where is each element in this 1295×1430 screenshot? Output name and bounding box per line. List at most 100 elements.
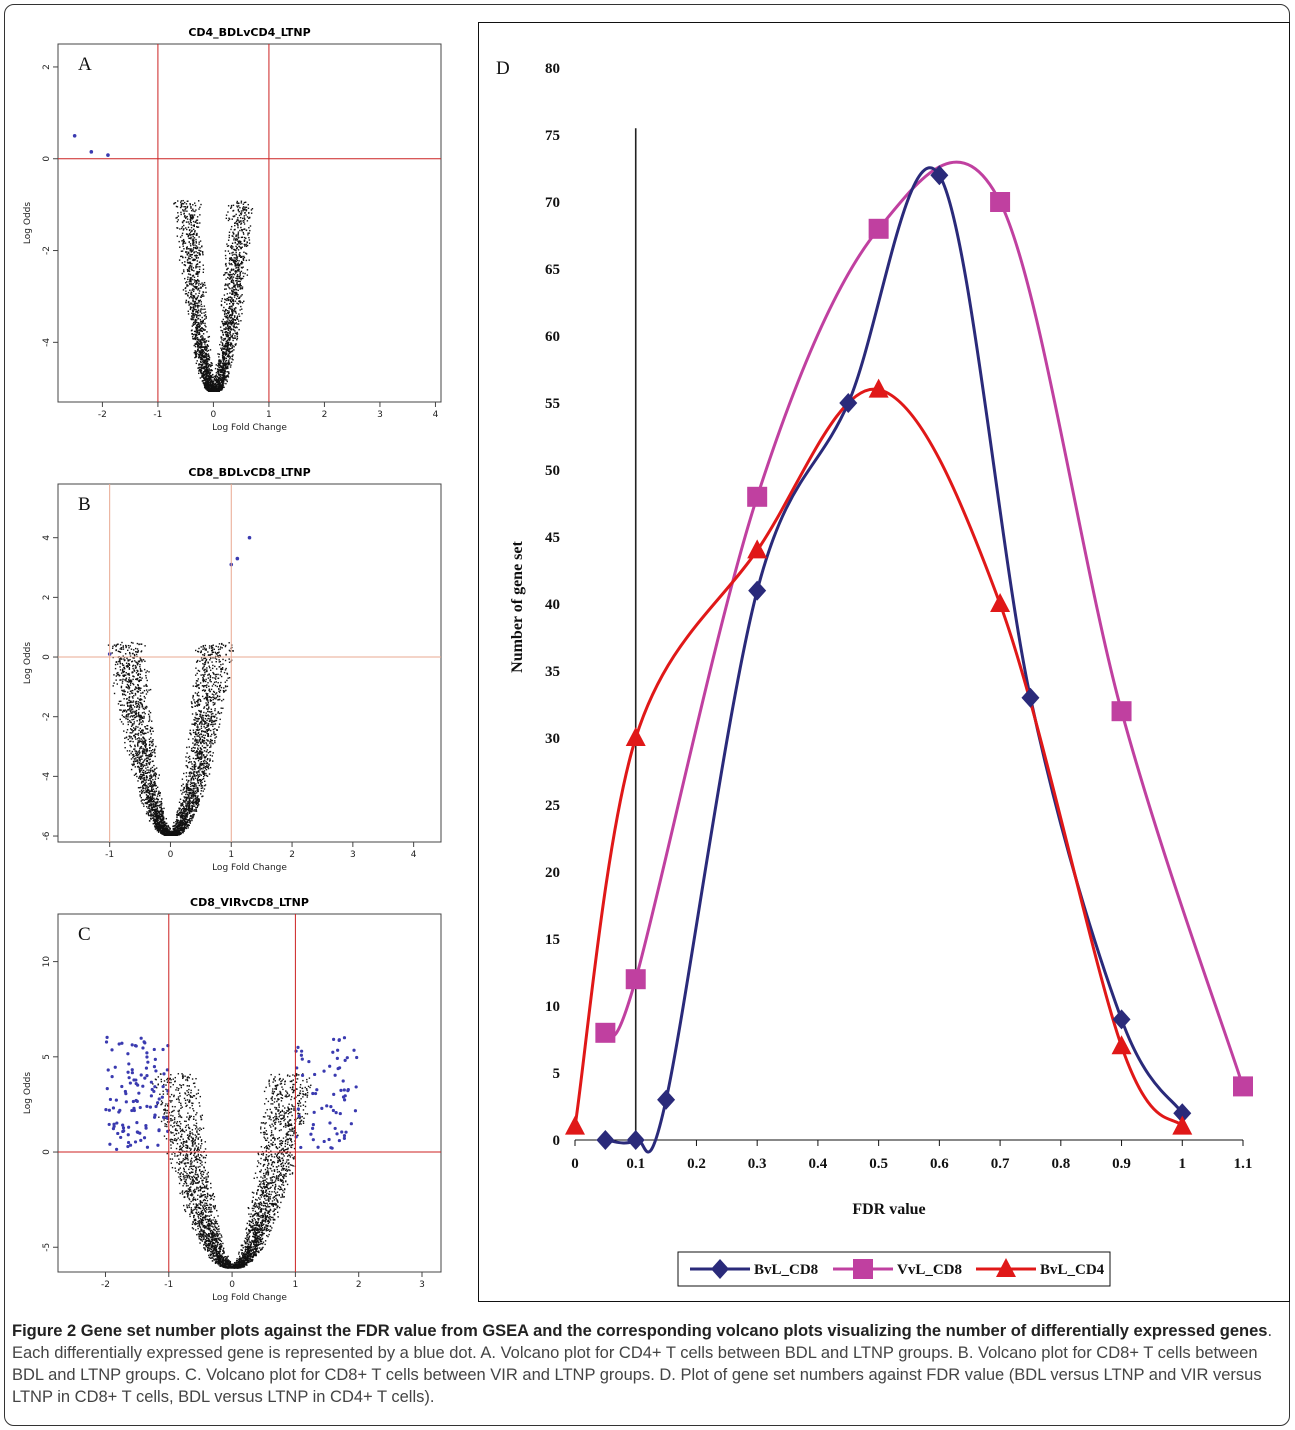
- volcano-points: [104, 1035, 359, 1269]
- chart-legend: BvL_CD8 VvL_CD8 BvL_CD4: [677, 1251, 1111, 1287]
- data-point-bvl_cd4: [1172, 1115, 1193, 1135]
- y-axis-label: Log Odds: [23, 202, 33, 244]
- data-point-bvl_cd8: [1112, 1009, 1131, 1030]
- legend-marker: [996, 1258, 1016, 1277]
- x-tick-label: 1: [228, 850, 234, 860]
- y-axis-label: Number of gene set: [509, 540, 526, 672]
- y-tick-label: 80: [545, 61, 560, 77]
- x-tick-label: 3: [350, 850, 356, 860]
- legend-label: VvL_CD8: [897, 1262, 962, 1278]
- data-point-bvl_cd8: [930, 165, 949, 186]
- x-tick-label: 3: [377, 410, 383, 420]
- data-point-bvl_cd4: [1111, 1035, 1132, 1055]
- volcano-title: CD8_VIRvCD8_LTNP: [190, 896, 309, 909]
- data-point-bvl_cd8: [626, 1130, 645, 1150]
- highlighted-gene: [247, 535, 252, 540]
- x-tick-label: 2: [356, 1280, 362, 1290]
- data-point-bvl_cd4: [625, 727, 646, 746]
- x-tick-label: 0.3: [748, 1156, 767, 1172]
- y-tick-label: 20: [545, 865, 560, 881]
- fdr-line-chart: D 0 0.1 0.2 0.3 0.4 0.5 0.6 0.7 0.8 0.9 1 1.1 0 5 10 15 2…: [478, 22, 1290, 1302]
- volcano-plot-b: CD8_BDLvCD8_LTNP -1 0 1 2 3 4 4 2 0 -2 -4 -6 Log Fold…: [0, 462, 460, 907]
- y-tick-label: -4: [42, 338, 52, 347]
- data-point-vvl_cd8: [625, 969, 646, 990]
- data-point-bvl_cd8: [657, 1089, 676, 1110]
- y-axis-label: Log Odds: [23, 642, 33, 684]
- x-tick-label: 1.1: [1234, 1156, 1253, 1172]
- data-point-vvl_cd8: [747, 486, 768, 507]
- data-point-vvl_cd8: [990, 192, 1011, 212]
- y-tick-label: -4: [42, 772, 52, 781]
- x-tick-label: 0: [229, 1280, 235, 1290]
- x-tick-label: 4: [411, 850, 417, 860]
- caption-body: . Each differentially expressed gene is …: [12, 1322, 1273, 1406]
- y-tick-label: 45: [545, 530, 560, 546]
- y-tick-label: 2: [42, 64, 52, 70]
- volcano-title: CD8_BDLvCD8_LTNP: [188, 466, 310, 479]
- volcano-points: [72, 133, 254, 392]
- data-point-bvl_cd4: [747, 539, 768, 559]
- data-point-bvl_cd8: [839, 393, 858, 413]
- x-tick-label: 3: [419, 1280, 425, 1290]
- x-tick-label: -1: [153, 410, 162, 420]
- x-axis-label: Log Fold Change: [212, 863, 287, 873]
- data-point-bvl_cd8: [1173, 1103, 1192, 1124]
- figure-caption: Figure 2 Gene set number plots against t…: [12, 1320, 1280, 1408]
- x-tick-label: 0.4: [809, 1156, 828, 1172]
- data-point-bvl_cd8: [596, 1130, 615, 1150]
- panel-letter: A: [78, 54, 92, 75]
- y-tick-label: 25: [545, 798, 560, 814]
- x-tick-label: 0.8: [1051, 1156, 1070, 1172]
- data-point-vvl_cd8: [1111, 701, 1132, 722]
- legend-label: BvL_CD4: [1040, 1262, 1105, 1278]
- y-axis-label: Log Odds: [23, 1072, 33, 1114]
- data-point-vvl_cd8: [595, 1022, 616, 1043]
- x-tick-label: 1: [293, 1280, 299, 1290]
- x-tick-label: -1: [105, 850, 114, 860]
- volcano-plot-c: CD8_VIRvCD8_LTNP -2 -1 0 1 2 3 10 5 0 -5 Log Fold C…: [0, 892, 460, 1337]
- y-tick-label: 50: [545, 463, 560, 479]
- panel-letter: B: [78, 494, 91, 515]
- x-tick-label: -2: [98, 410, 107, 420]
- y-tick-label: 0: [553, 1133, 561, 1149]
- legend-marker: [711, 1259, 729, 1279]
- caption-title: Figure 2 Gene set number plots against t…: [12, 1322, 1268, 1340]
- x-tick-label: 1: [1179, 1156, 1187, 1172]
- volcano-frame: [57, 483, 442, 843]
- y-tick-label: 0: [42, 654, 52, 660]
- x-axis-label: Log Fold Change: [212, 423, 287, 433]
- panel-letter: C: [78, 924, 91, 945]
- volcano-points: [107, 535, 252, 836]
- x-tick-label: 0.1: [626, 1156, 645, 1172]
- data-point-bvl_cd4: [990, 593, 1011, 612]
- x-tick-label: -2: [101, 1280, 110, 1290]
- data-point-vvl_cd8: [868, 218, 889, 239]
- x-tick-label: 2: [322, 410, 328, 420]
- data-point-bvl_cd8: [1021, 687, 1040, 708]
- data-point-bvl_cd4: [868, 378, 889, 398]
- x-tick-label: 0: [571, 1156, 579, 1172]
- y-tick-label: 5: [42, 1054, 52, 1060]
- y-tick-label: 65: [545, 262, 560, 278]
- x-tick-label: 0.6: [930, 1156, 949, 1172]
- x-tick-label: 0: [168, 850, 174, 860]
- y-tick-label: 5: [553, 1066, 561, 1082]
- legend-label: BvL_CD8: [754, 1262, 818, 1278]
- y-tick-label: 30: [545, 731, 560, 747]
- x-tick-label: 0.2: [687, 1156, 706, 1172]
- data-point-bvl_cd8: [748, 580, 767, 601]
- volcano-frame: [57, 913, 442, 1273]
- x-tick-label: 4: [433, 410, 439, 420]
- y-tick-label: 0: [42, 1149, 52, 1155]
- y-tick-label: 0: [42, 156, 52, 162]
- x-tick-label: 0.9: [1112, 1156, 1131, 1172]
- y-tick-label: 10: [42, 956, 52, 968]
- data-point-bvl_cd4: [565, 1115, 585, 1135]
- y-tick-label: 60: [545, 329, 560, 345]
- y-tick-label: 10: [545, 999, 560, 1015]
- y-tick-label: 2: [42, 594, 52, 600]
- highlighted-gene: [89, 150, 94, 154]
- x-tick-label: 1: [266, 410, 272, 420]
- y-tick-label: 70: [545, 195, 560, 211]
- x-tick-label: 0: [211, 410, 217, 420]
